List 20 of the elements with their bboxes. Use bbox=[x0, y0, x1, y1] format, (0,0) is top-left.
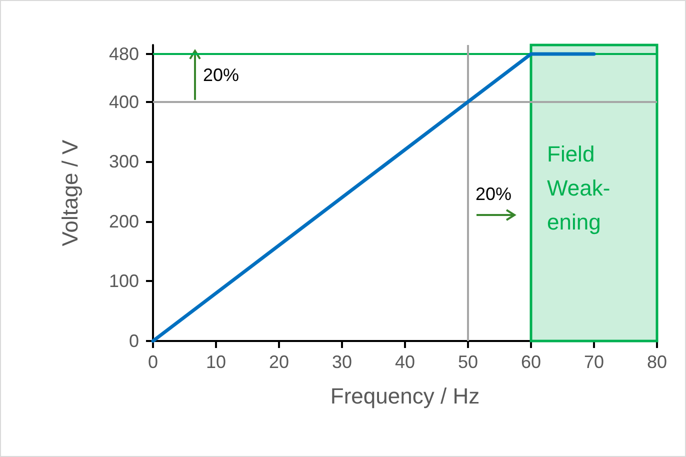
x-tick-label: 0 bbox=[148, 352, 158, 372]
y-tick-label: 300 bbox=[108, 152, 139, 172]
y-tick-label: 480 bbox=[108, 44, 139, 64]
x-axis-title: Frequency / Hz bbox=[330, 384, 480, 408]
y-tick-label: 0 bbox=[128, 331, 139, 351]
x-tick-label: 50 bbox=[458, 352, 478, 372]
x-tick-label: 30 bbox=[332, 352, 352, 372]
x-tick-label: 80 bbox=[646, 352, 668, 372]
y-axis-title: Voltage / V bbox=[58, 139, 82, 246]
annotation: 20% bbox=[203, 64, 240, 85]
y-tick-label: 200 bbox=[108, 211, 139, 232]
x-tick-label: 70 bbox=[584, 352, 604, 372]
y-tick-label: 100 bbox=[108, 271, 139, 292]
annotation: 20% bbox=[476, 184, 512, 204]
x-tick-label: 10 bbox=[206, 352, 226, 372]
x-tick-label: 60 bbox=[520, 352, 542, 372]
y-tick-label: 400 bbox=[108, 92, 139, 112]
band-label: Field Weak-ening bbox=[547, 142, 610, 234]
x-tick-label: 20 bbox=[268, 352, 290, 372]
x-tick-label: 40 bbox=[394, 352, 416, 372]
